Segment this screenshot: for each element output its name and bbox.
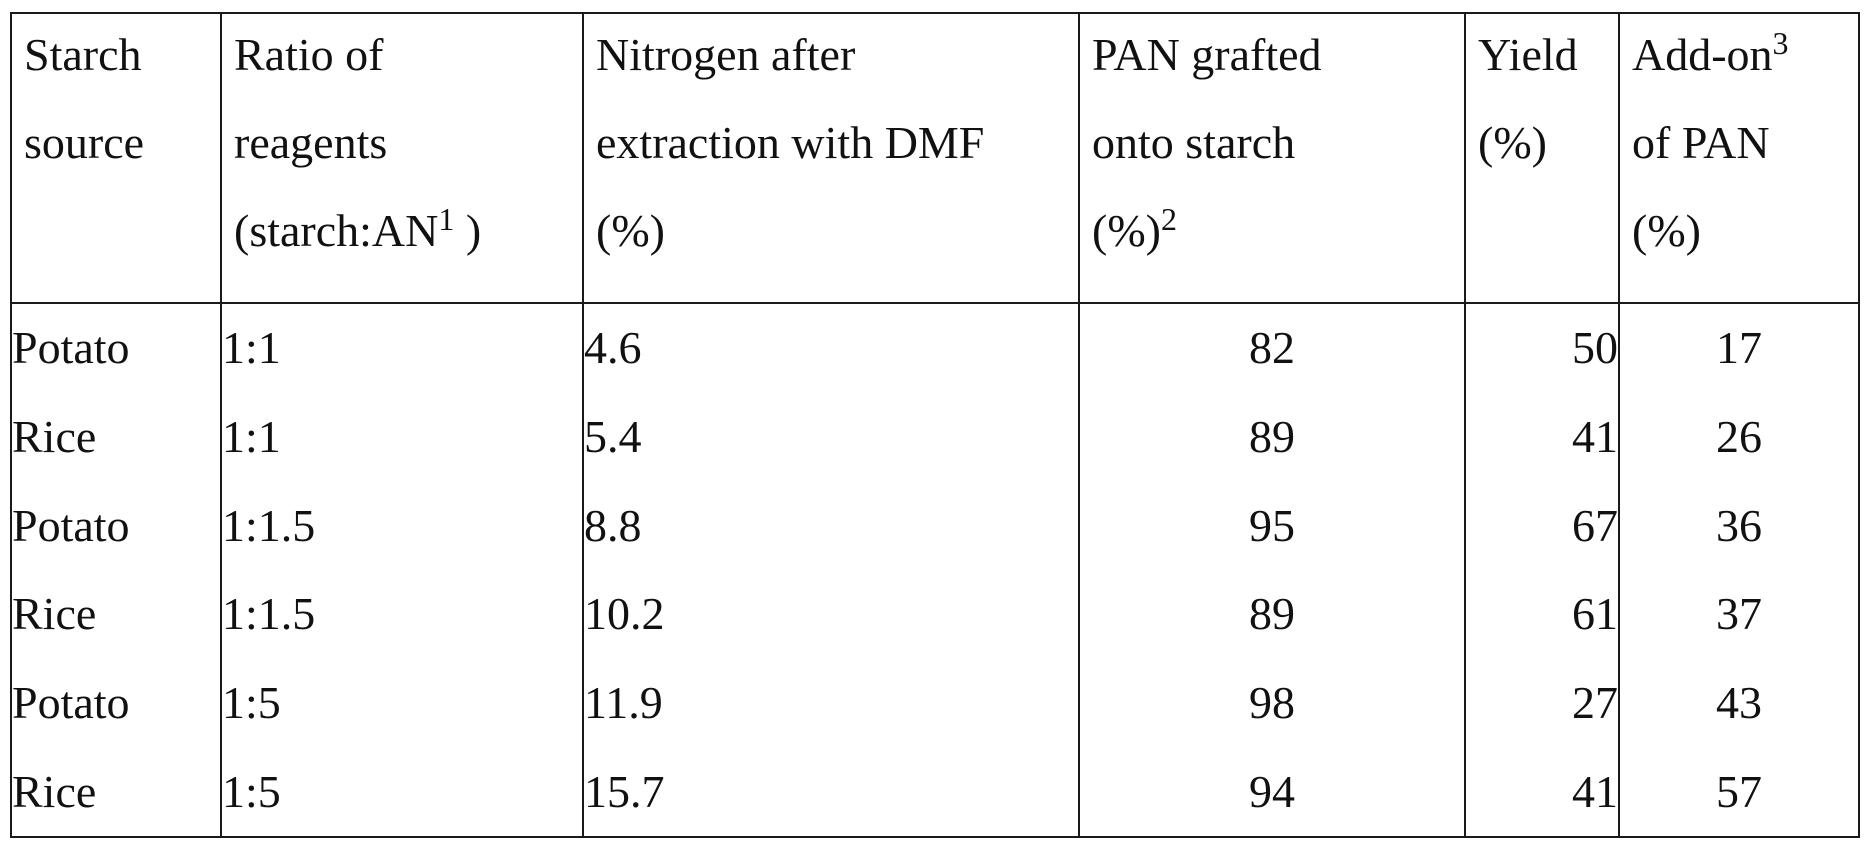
header-text: Ratio of xyxy=(234,29,383,80)
table-row: Rice1:515.7944157 xyxy=(11,747,1859,837)
header-line: source xyxy=(24,118,220,206)
cell-yield: 27 xyxy=(1465,659,1619,748)
header-line: of PAN xyxy=(1632,118,1858,206)
header-line: Nitrogen after xyxy=(596,30,1078,118)
cell-nitrogen: 11.9 xyxy=(583,659,1079,748)
header-text: (starch:AN xyxy=(234,205,438,256)
cell-add-on: 43 xyxy=(1619,659,1859,748)
cell-nitrogen: 8.8 xyxy=(583,481,1079,570)
header-row: Starch source Ratio of reagents (starch:AN1… xyxy=(11,13,1859,303)
cell-starch-source: Potato xyxy=(11,659,221,748)
cell-pan-grafted: 89 xyxy=(1079,570,1465,659)
footnote-marker: 3 xyxy=(1773,25,1789,61)
cell-add-on: 36 xyxy=(1619,481,1859,570)
cell-ratio: 1:1.5 xyxy=(221,570,583,659)
header-text-suffix: ) xyxy=(454,205,481,256)
cell-pan-grafted: 95 xyxy=(1079,481,1465,570)
cell-pan-grafted: 98 xyxy=(1079,659,1465,748)
header-text: reagents xyxy=(234,117,387,168)
footnote-marker: 2 xyxy=(1161,201,1177,237)
cell-pan-grafted: 89 xyxy=(1079,393,1465,482)
header-line: (%) xyxy=(1632,206,1858,294)
table-row: Potato1:1.58.8956736 xyxy=(11,481,1859,570)
table-row: Rice1:15.4894126 xyxy=(11,393,1859,482)
header-pan-grafted: PAN grafted onto starch (%)2 xyxy=(1079,13,1465,303)
cell-nitrogen: 15.7 xyxy=(583,747,1079,837)
header-nitrogen-after-extraction: Nitrogen after extraction with DMF (%) xyxy=(583,13,1079,303)
cell-add-on: 26 xyxy=(1619,393,1859,482)
cell-starch-source: Potato xyxy=(11,303,221,393)
cell-yield: 67 xyxy=(1465,481,1619,570)
header-text: source xyxy=(24,117,144,168)
cell-nitrogen: 10.2 xyxy=(583,570,1079,659)
table-row: Potato1:14.6825017 xyxy=(11,303,1859,393)
cell-add-on: 37 xyxy=(1619,570,1859,659)
header-text: (%) xyxy=(1478,117,1547,168)
cell-starch-source: Rice xyxy=(11,570,221,659)
data-table: Starchsource Ratio ofreagents(starch:AN1… xyxy=(10,12,1860,838)
cell-pan-grafted: 82 xyxy=(1079,303,1465,393)
header-line: onto starch xyxy=(1092,118,1464,206)
header-ratio-of-reagents: Ratio of reagents (starch:AN1 ) xyxy=(221,13,583,303)
header-text: of PAN xyxy=(1632,117,1770,168)
header-line: (starch:AN1 ) xyxy=(234,206,582,294)
cell-nitrogen: 5.4 xyxy=(583,393,1079,482)
cell-nitrogen: 4.6 xyxy=(583,303,1079,393)
header-line: PAN grafted xyxy=(1092,30,1464,118)
header-starch-source: Starch source xyxy=(11,13,221,303)
header-line: (%)2 xyxy=(1092,206,1464,294)
cell-yield: 41 xyxy=(1465,747,1619,837)
header-line: (%) xyxy=(1478,118,1618,206)
cell-ratio: 1:1.5 xyxy=(221,481,583,570)
header-text: Starch xyxy=(24,29,142,80)
cell-pan-grafted: 94 xyxy=(1079,747,1465,837)
header-text: Add-on xyxy=(1632,29,1773,80)
cell-ratio: 1:1 xyxy=(221,303,583,393)
table-row: Rice1:1.510.2896137 xyxy=(11,570,1859,659)
header-line: extraction with DMF xyxy=(596,118,1078,206)
header-text: (%) xyxy=(1632,205,1701,256)
header-text: Yield xyxy=(1478,29,1578,80)
cell-ratio: 1:5 xyxy=(221,747,583,837)
table-body: Potato1:14.6825017Rice1:15.4894126Potato… xyxy=(11,303,1859,837)
header-line: Ratio of xyxy=(234,30,582,118)
header-add-on-of-pan: Add-on3of PAN(%) xyxy=(1619,13,1859,303)
cell-ratio: 1:1 xyxy=(221,393,583,482)
header-line: (%) xyxy=(596,206,1078,294)
header-line: Add-on3 xyxy=(1632,30,1858,118)
cell-starch-source: Potato xyxy=(11,481,221,570)
cell-starch-source: Rice xyxy=(11,393,221,482)
header-line: Yield xyxy=(1478,30,1618,118)
cell-add-on: 57 xyxy=(1619,747,1859,837)
header-text: onto starch xyxy=(1092,117,1295,168)
header-text: (%) xyxy=(596,205,665,256)
cell-yield: 61 xyxy=(1465,570,1619,659)
cell-yield: 41 xyxy=(1465,393,1619,482)
header-line: reagents xyxy=(234,118,582,206)
header-text: PAN grafted xyxy=(1092,29,1322,80)
header-yield: Yield (%) xyxy=(1465,13,1619,303)
cell-yield: 50 xyxy=(1465,303,1619,393)
header-text: Nitrogen after xyxy=(596,29,855,80)
cell-add-on: 17 xyxy=(1619,303,1859,393)
header-line: Starch xyxy=(24,30,220,118)
header-text: (%) xyxy=(1092,205,1161,256)
footnote-marker: 1 xyxy=(438,201,454,237)
cell-starch-source: Rice xyxy=(11,747,221,837)
cell-ratio: 1:5 xyxy=(221,659,583,748)
header-text: extraction with DMF xyxy=(596,117,984,168)
table-row: Potato1:511.9982743 xyxy=(11,659,1859,748)
